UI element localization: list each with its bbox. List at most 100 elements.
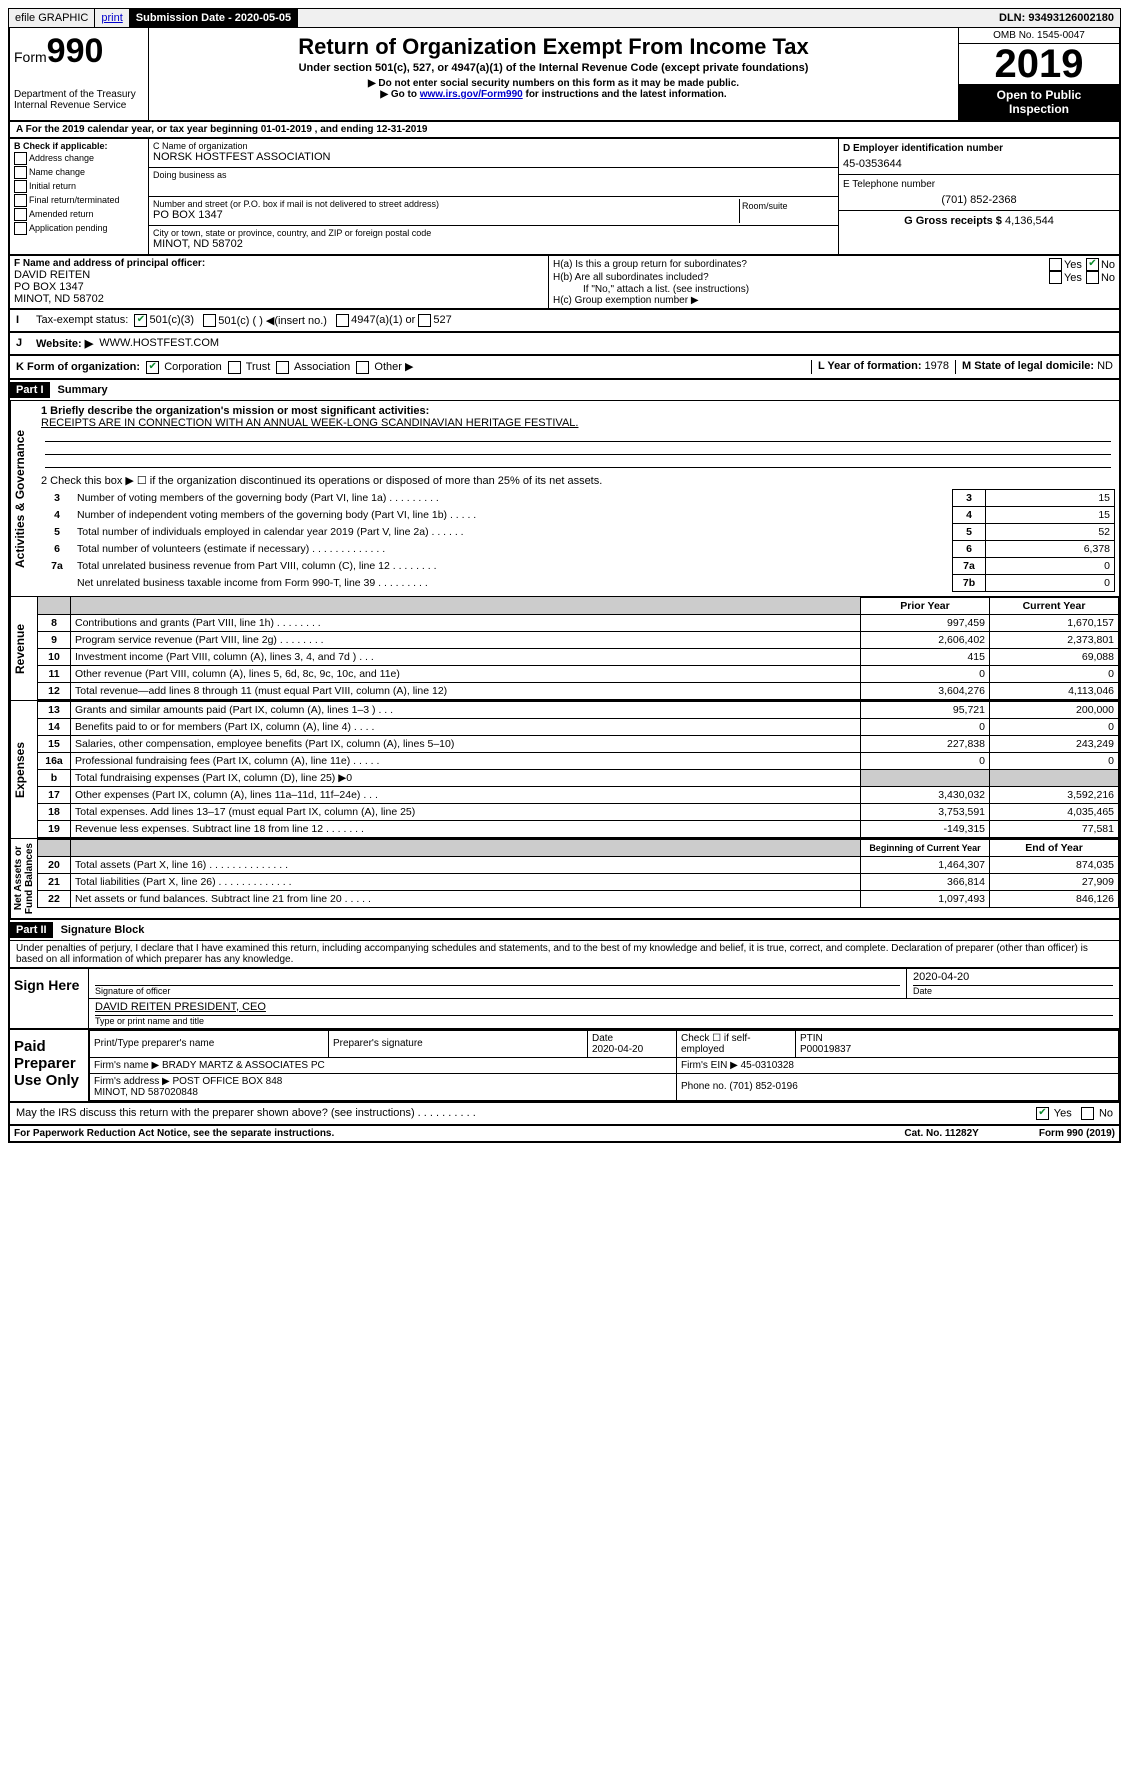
table-row: 10Investment income (Part VIII, column (… — [38, 648, 1119, 665]
te-527[interactable] — [418, 314, 431, 327]
ein-cell: D Employer identification number 45-0353… — [839, 139, 1119, 175]
paid-preparer-block: Paid Preparer Use Only Print/Type prepar… — [8, 1030, 1121, 1103]
vlabel-revenue: Revenue — [10, 597, 37, 700]
firm-ein: 45-0310328 — [741, 1060, 794, 1071]
table-row: 12Total revenue—add lines 8 through 11 (… — [38, 682, 1119, 699]
block-h: H(a) Is this a group return for subordin… — [549, 256, 1119, 308]
firm-ein-label: Firm's EIN ▶ — [681, 1060, 738, 1071]
table-row: 11Other revenue (Part VIII, column (A), … — [38, 665, 1119, 682]
city-cell: City or town, state or province, country… — [149, 226, 838, 254]
suite-label: Room/suite — [740, 199, 834, 223]
city-label: City or town, state or province, country… — [153, 228, 834, 238]
cb-name[interactable]: Name change — [14, 166, 144, 179]
part-1-title: Part I Summary — [10, 380, 1119, 401]
table-row: 3Number of voting members of the governi… — [41, 489, 1115, 506]
te-501c3[interactable] — [134, 314, 147, 327]
hb-yes[interactable] — [1049, 271, 1062, 284]
table-row: 18Total expenses. Add lines 13–17 (must … — [38, 803, 1119, 820]
website-label: Website: ▶ — [36, 337, 93, 350]
phone-label: E Telephone number — [843, 179, 1115, 190]
k-trust[interactable] — [228, 361, 241, 374]
block-f: F Name and address of principal officer:… — [10, 256, 549, 308]
discuss-no[interactable] — [1081, 1107, 1094, 1120]
discuss-yes[interactable] — [1036, 1107, 1049, 1120]
hb-note: If "No," attach a list. (see instruction… — [553, 284, 1115, 295]
footer-right: Form 990 (2019) — [1039, 1128, 1115, 1139]
table-row: 4Number of independent voting members of… — [41, 506, 1115, 523]
cb-final[interactable]: Final return/terminated — [14, 194, 144, 207]
part-1: Part I Summary Activities & Governance 1… — [8, 380, 1121, 920]
part-1-header: Part I — [10, 382, 50, 398]
te-501c[interactable] — [203, 314, 216, 327]
line-2: 2 Check this box ▶ ☐ if the organization… — [41, 474, 1115, 487]
prep-name-label: Print/Type preparer's name — [90, 1030, 329, 1057]
table-row: 19Revenue less expenses. Subtract line 1… — [38, 820, 1119, 837]
ein-label: D Employer identification number — [843, 143, 1115, 154]
te-4947[interactable] — [336, 314, 349, 327]
block-k: K Form of organization: Corporation Trus… — [16, 360, 413, 374]
instructions-link[interactable]: www.irs.gov/Form990 — [420, 89, 523, 100]
prep-sig-label: Preparer's signature — [329, 1030, 588, 1057]
website-value: WWW.HOSTFEST.COM — [99, 337, 219, 350]
te-label: Tax-exempt status: — [36, 314, 128, 327]
part-2-title: Part II Signature Block — [10, 920, 1119, 941]
header-left: Form990 Department of the Treasury Inter… — [10, 28, 149, 120]
part-2-sigblock: Signature Block — [53, 924, 145, 936]
ha-yes[interactable] — [1049, 258, 1062, 271]
firm-addr-label: Firm's address ▶ — [94, 1076, 170, 1087]
firm-phone-label: Phone no. — [681, 1081, 729, 1092]
note1: ▶ Do not enter social security numbers o… — [153, 78, 954, 89]
sign-block: Sign Here Signature of officer 2020-04-2… — [8, 969, 1121, 1030]
table-row: 20Total assets (Part X, line 16) . . . .… — [38, 856, 1119, 873]
officer-sig-name: DAVID REITEN PRESIDENT, CEO — [95, 1001, 1113, 1016]
cb-pending[interactable]: Application pending — [14, 222, 144, 235]
col-current: Current Year — [990, 597, 1119, 614]
block-l: L Year of formation: 1978 — [811, 360, 949, 374]
self-emp[interactable]: Check ☐ if self-employed — [677, 1030, 796, 1057]
vlabel-expenses: Expenses — [10, 701, 37, 838]
table-row: 5Total number of individuals employed in… — [41, 523, 1115, 540]
street-cell: Number and street (or P.O. box if mail i… — [149, 197, 838, 226]
table-row: Net unrelated business taxable income fr… — [41, 574, 1115, 591]
col-end: End of Year — [990, 839, 1119, 856]
period-row: A For the 2019 calendar year, or tax yea… — [8, 122, 1121, 139]
table-row: 7aTotal unrelated business revenue from … — [41, 557, 1115, 574]
sign-here-label: Sign Here — [10, 969, 89, 1028]
ha-no[interactable] — [1086, 258, 1099, 271]
tax-exempt-row: I Tax-exempt status: 501(c)(3) 501(c) ( … — [8, 310, 1121, 333]
discuss-row: May the IRS discuss this return with the… — [8, 1103, 1121, 1126]
part-2-header: Part II — [10, 922, 53, 938]
k-other[interactable] — [356, 361, 369, 374]
k-corp[interactable] — [146, 361, 159, 374]
governance-table: 3Number of voting members of the governi… — [41, 489, 1115, 592]
footer: For Paperwork Reduction Act Notice, see … — [8, 1126, 1121, 1143]
k-assoc[interactable] — [276, 361, 289, 374]
mission: RECEIPTS ARE IN CONNECTION WITH AN ANNUA… — [41, 417, 1115, 429]
hb-no[interactable] — [1086, 271, 1099, 284]
block-c: C Name of organization NORSK HOSTFEST AS… — [149, 139, 838, 254]
tax-year: 2019 — [959, 44, 1119, 84]
block-b: B Check if applicable: Address change Na… — [10, 139, 149, 254]
table-row: 14Benefits paid to or for members (Part … — [38, 718, 1119, 735]
dln: DLN: 93493126002180 — [993, 9, 1120, 27]
phone-value: (701) 852-2368 — [843, 194, 1115, 206]
firm-name-label: Firm's name ▶ — [94, 1060, 159, 1071]
website-row: J Website: ▶ WWW.HOSTFEST.COM — [8, 333, 1121, 356]
gross-cell: G Gross receipts $ 4,136,544 — [839, 211, 1119, 231]
officer-name: DAVID REITEN — [14, 269, 544, 281]
block-right: D Employer identification number 45-0353… — [838, 139, 1119, 254]
cb-address[interactable]: Address change — [14, 152, 144, 165]
table-row: 15Salaries, other compensation, employee… — [38, 735, 1119, 752]
org-name-cell: C Name of organization NORSK HOSTFEST AS… — [149, 139, 838, 168]
paid-table: Print/Type preparer's name Preparer's si… — [89, 1030, 1119, 1101]
cb-amended[interactable]: Amended return — [14, 208, 144, 221]
cb-initial[interactable]: Initial return — [14, 180, 144, 193]
subtitle: Under section 501(c), 527, or 4947(a)(1)… — [153, 62, 954, 74]
print-link[interactable]: print — [101, 12, 122, 24]
ptin: P00019837 — [800, 1044, 851, 1055]
table-row: 16aProfessional fundraising fees (Part I… — [38, 752, 1119, 769]
paid-label: Paid Preparer Use Only — [10, 1030, 89, 1101]
print-button[interactable]: print — [95, 9, 129, 27]
vlabel-governance: Activities & Governance — [10, 401, 37, 596]
street: PO BOX 1347 — [153, 209, 739, 221]
